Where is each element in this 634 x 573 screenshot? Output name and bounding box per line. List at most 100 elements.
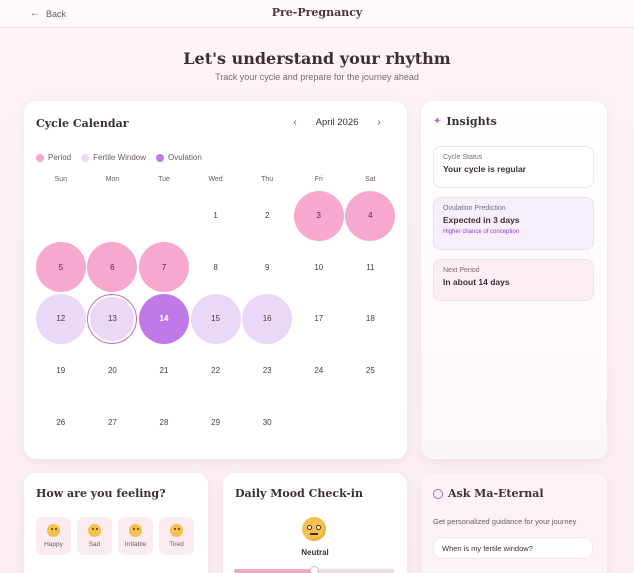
calendar-day-number: 16 bbox=[242, 293, 293, 344]
calendar-title: Cycle Calendar bbox=[36, 117, 129, 130]
legend-label: Period bbox=[48, 153, 72, 162]
calendar-day[interactable]: 25 bbox=[345, 345, 397, 397]
mood-option-sad[interactable]: Sad bbox=[77, 517, 112, 555]
calendar-day[interactable]: 2 bbox=[241, 190, 293, 242]
calendar-day[interactable]: 23 bbox=[241, 345, 293, 397]
mood-options: Happy Sad Irritable Tired bbox=[36, 517, 194, 555]
chevron-right-icon[interactable]: › bbox=[377, 117, 381, 128]
calendar-day-number: 2 bbox=[264, 211, 270, 221]
ovulation-prediction-box: Ovulation Prediction Expected in 3 days … bbox=[433, 197, 594, 250]
next-period-box: Next Period In about 14 days bbox=[433, 259, 594, 301]
calendar-day[interactable]: 24 bbox=[293, 345, 345, 397]
ovulation-note: Higher chance of conception bbox=[443, 229, 520, 235]
calendar-day[interactable]: 22 bbox=[190, 345, 242, 397]
calendar-day[interactable]: 20 bbox=[87, 345, 139, 397]
calendar-day[interactable]: 29 bbox=[190, 396, 242, 448]
calendar-day-number: 26 bbox=[56, 417, 66, 427]
calendar-day[interactable]: 9 bbox=[241, 242, 293, 294]
cycle-calendar-card: Cycle Calendar ‹ April 2026 › Period Fert… bbox=[24, 101, 407, 459]
calendar-day[interactable]: 30 bbox=[241, 396, 293, 448]
calendar-day[interactable]: 1 bbox=[190, 190, 242, 242]
ask-ma-eternal-card: Ask Ma-Eternal Get personalized guidance… bbox=[421, 473, 607, 573]
mood-slider[interactable] bbox=[234, 566, 394, 573]
calendar-day-number: 4 bbox=[345, 190, 396, 241]
chevron-left-icon[interactable]: ‹ bbox=[293, 117, 297, 128]
calendar-day[interactable]: 13 bbox=[87, 293, 139, 345]
next-period-value: In about 14 days bbox=[443, 277, 510, 287]
calendar-day-number: 6 bbox=[87, 242, 138, 293]
ovulation-value: Expected in 3 days bbox=[443, 215, 520, 225]
weekday-header: Sun Mon Tue Wed Thu Fri Sat bbox=[35, 176, 396, 183]
month-navigation: ‹ April 2026 › bbox=[287, 117, 387, 128]
calendar-day[interactable]: 11 bbox=[345, 242, 397, 294]
calendar-day[interactable]: 21 bbox=[138, 345, 190, 397]
suggestion-button[interactable]: When is my fertile window? bbox=[433, 537, 593, 559]
calendar-day[interactable]: 5 bbox=[35, 242, 87, 294]
calendar-blank bbox=[87, 190, 139, 242]
cycle-status-label: Cycle Status bbox=[443, 154, 483, 161]
calendar-day[interactable]: 6 bbox=[87, 242, 139, 294]
mood-label: Sad bbox=[88, 541, 101, 548]
insights-card: ✦ Insights Cycle Status Your cycle is re… bbox=[421, 101, 607, 459]
chat-bubble-icon bbox=[433, 488, 443, 499]
mood-label: Tired bbox=[169, 541, 184, 548]
calendar-day-number: 9 bbox=[264, 262, 270, 272]
calendar-day[interactable]: 4 bbox=[345, 190, 397, 242]
calendar-day-number: 3 bbox=[293, 190, 344, 241]
mood-option-irritable[interactable]: Irritable bbox=[118, 517, 153, 555]
calendar-day[interactable]: 16 bbox=[241, 293, 293, 345]
back-button[interactable]: ← Back bbox=[30, 8, 66, 19]
cycle-status-box: Cycle Status Your cycle is regular bbox=[433, 146, 594, 188]
page-title: Let's understand your rhythm bbox=[183, 49, 451, 68]
calendar-day[interactable]: 12 bbox=[35, 293, 87, 345]
feelings-title: How are you feeling? bbox=[36, 487, 166, 500]
calendar-day-number: 19 bbox=[56, 366, 66, 376]
legend-dot bbox=[156, 153, 165, 162]
weekday-label: Sun bbox=[54, 176, 68, 183]
calendar-day-number: 18 bbox=[365, 314, 375, 324]
calendar-day-number: 12 bbox=[35, 293, 86, 344]
calendar-day-number: 10 bbox=[314, 262, 324, 272]
calendar-day[interactable]: 7 bbox=[138, 242, 190, 294]
calendar-day-number: 8 bbox=[213, 262, 218, 272]
calendar-day[interactable]: 27 bbox=[87, 396, 139, 448]
calendar-day[interactable]: 19 bbox=[35, 345, 87, 397]
calendar-day[interactable]: 17 bbox=[293, 293, 345, 345]
calendar-day[interactable]: 3 bbox=[293, 190, 345, 242]
calendar-legend: Period Fertile Window Ovulation bbox=[36, 153, 202, 162]
mood-option-tired[interactable]: Tired bbox=[159, 517, 194, 555]
insights-header: ✦ Insights bbox=[433, 115, 497, 128]
mood-label: Happy bbox=[44, 541, 63, 548]
calendar-day-number: 15 bbox=[190, 293, 241, 344]
weekday-label: Sat bbox=[365, 176, 376, 183]
calendar-day-number: 23 bbox=[262, 366, 272, 376]
mood-slider-handle[interactable] bbox=[310, 566, 319, 573]
legend-label: Ovulation bbox=[168, 153, 202, 162]
calendar-day-number: 17 bbox=[314, 314, 324, 324]
calendar-day[interactable]: 10 bbox=[293, 242, 345, 294]
daily-mood-title: Daily Mood Check-in bbox=[235, 487, 363, 500]
arrow-left-icon: ← bbox=[30, 8, 40, 19]
calendar-day[interactable]: 15 bbox=[190, 293, 242, 345]
calendar-day[interactable]: 26 bbox=[35, 396, 87, 448]
mood-slider-fill bbox=[234, 569, 314, 573]
insights-title: Insights bbox=[446, 115, 497, 128]
calendar-blank bbox=[138, 190, 190, 242]
calendar-day[interactable]: 18 bbox=[345, 293, 397, 345]
top-bar: ← Back Pre-Pregnancy bbox=[0, 0, 634, 28]
calendar-day[interactable]: 28 bbox=[138, 396, 190, 448]
ovulation-label: Ovulation Prediction bbox=[443, 205, 506, 212]
mood-option-happy[interactable]: Happy bbox=[36, 517, 71, 555]
calendar-day[interactable]: 8 bbox=[190, 242, 242, 294]
neutral-face-icon bbox=[302, 517, 326, 541]
calendar-day-number: 24 bbox=[314, 366, 324, 376]
feelings-card: How are you feeling? Happy Sad Irritable Ti… bbox=[24, 473, 208, 573]
weekday-label: Thu bbox=[261, 176, 274, 183]
weekday-label: Mon bbox=[105, 176, 120, 183]
calendar-day-number: 14 bbox=[138, 293, 189, 344]
back-label: Back bbox=[46, 8, 67, 19]
calendar-day-number: 30 bbox=[262, 417, 272, 427]
calendar-day[interactable]: 14 bbox=[138, 293, 190, 345]
calendar-day-number: 1 bbox=[213, 211, 218, 221]
calendar-grid: 1 2 3 4 5 6 7 8 9 10 11 12 13 14 15 16 17 18 19 20 21 22 23 24 2… bbox=[35, 190, 396, 448]
